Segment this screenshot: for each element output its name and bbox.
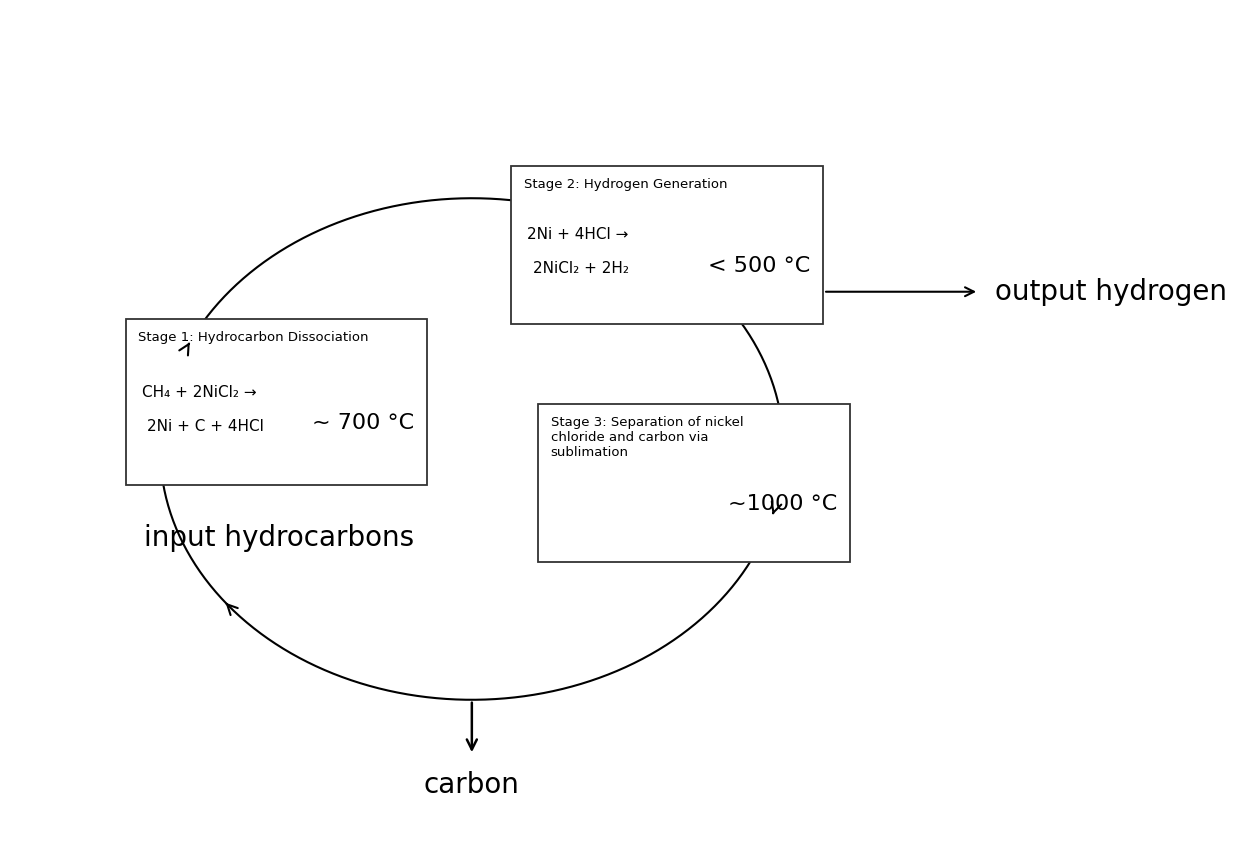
Text: 2Ni + 4HCl →: 2Ni + 4HCl → [527,227,629,242]
Text: Stage 3: Separation of nickel
chloride and carbon via
sublimation: Stage 3: Separation of nickel chloride a… [551,416,743,460]
Text: Stage 1: Hydrocarbon Dissociation: Stage 1: Hydrocarbon Dissociation [139,331,370,344]
FancyBboxPatch shape [511,167,823,324]
Text: ~ 700 °C: ~ 700 °C [312,414,414,434]
Text: ~1000 °C: ~1000 °C [728,494,837,514]
Text: input hydrocarbons: input hydrocarbons [144,524,414,552]
FancyBboxPatch shape [538,404,849,562]
Text: 2Ni + C + 4HCl: 2Ni + C + 4HCl [148,418,264,434]
FancyBboxPatch shape [125,320,427,485]
Text: Stage 2: Hydrogen Generation: Stage 2: Hydrogen Generation [525,178,728,191]
Text: output hydrogen: output hydrogen [994,277,1226,306]
Text: CH₄ + 2NiCl₂ →: CH₄ + 2NiCl₂ → [141,384,257,399]
Text: 2NiCl₂ + 2H₂: 2NiCl₂ + 2H₂ [533,261,629,276]
Text: carbon: carbon [424,771,520,799]
Text: < 500 °C: < 500 °C [708,257,811,276]
